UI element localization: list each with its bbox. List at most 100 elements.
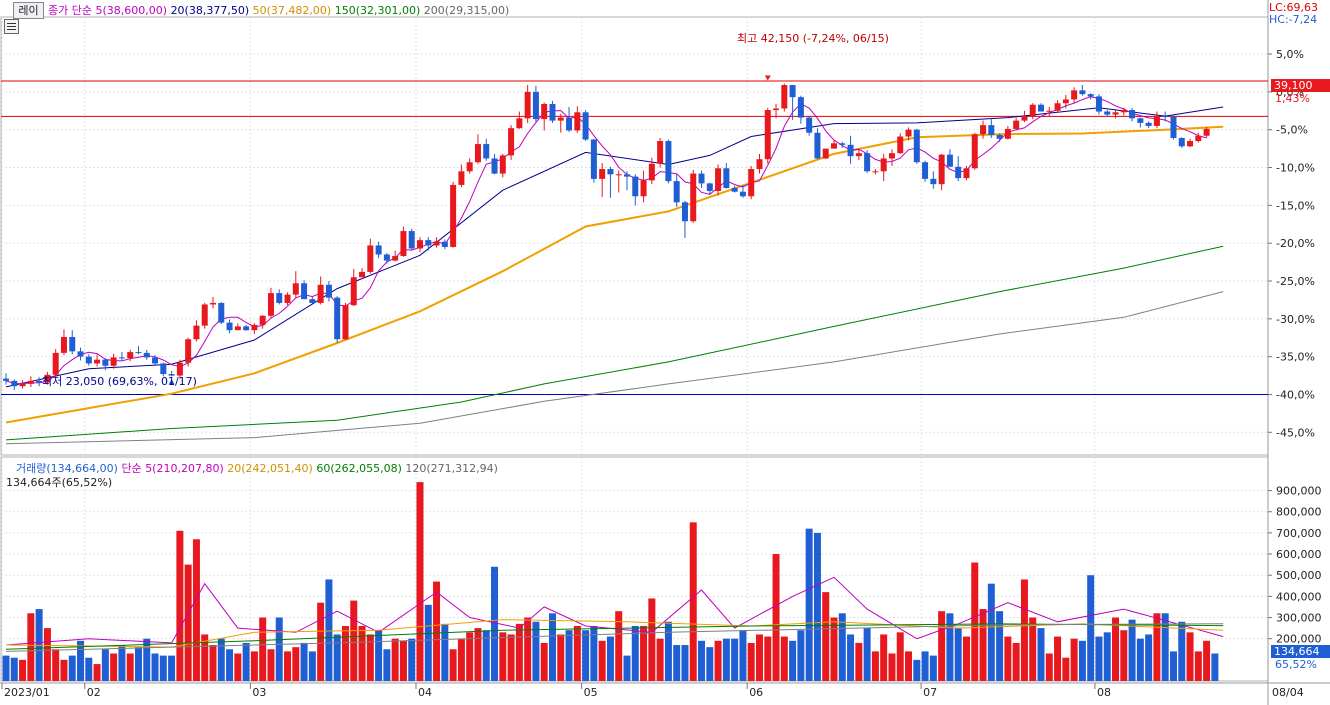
- volume-bar: [317, 602, 325, 681]
- volume-bar: [350, 600, 358, 681]
- date-tick-label: 02: [87, 686, 101, 699]
- volume-bar: [1012, 642, 1020, 681]
- candle-body: [1079, 90, 1086, 95]
- volume-bar: [27, 613, 35, 681]
- candle-body: [375, 245, 382, 255]
- volume-bar: [457, 638, 465, 681]
- volume-bar: [689, 522, 697, 681]
- low-marker-icon: [168, 379, 175, 385]
- candle-body: [1021, 116, 1028, 121]
- date-tick-label: 04: [418, 686, 432, 699]
- volume-bar: [1004, 636, 1012, 681]
- volume-bar: [1062, 657, 1070, 681]
- candle-body: [1038, 104, 1044, 112]
- menu-icon[interactable]: [4, 19, 19, 34]
- volume-bar: [747, 642, 755, 681]
- price-tick-label: -40,0%: [1276, 388, 1315, 401]
- volume-bar: [1145, 634, 1153, 681]
- candle-body: [292, 283, 299, 295]
- volume-bar: [1169, 651, 1177, 681]
- volume-bar: [1087, 575, 1095, 681]
- candle-body: [640, 180, 647, 197]
- volume-bar: [731, 638, 739, 681]
- volume-bar: [143, 638, 151, 681]
- candle-body: [1062, 99, 1069, 104]
- volume-bar: [242, 642, 250, 681]
- candle-body: [706, 183, 713, 191]
- candle-body: [971, 134, 978, 169]
- candle-body: [806, 117, 813, 133]
- price-legend: 종가 단순 5(38,600,00) 20(38,377,50) 50(37,4…: [48, 2, 509, 18]
- date-tick-label: 08: [1097, 686, 1111, 699]
- candle-body: [839, 143, 846, 145]
- volume-ma-120-line: [5, 623, 1224, 652]
- volume-bar: [755, 634, 763, 681]
- volume-bar: [722, 638, 730, 681]
- candle-body: [532, 91, 539, 120]
- volume-bar: [764, 636, 772, 681]
- volume-bar: [292, 647, 300, 681]
- volume-bar: [300, 642, 308, 681]
- legend-vol-ma-label: 단순: [121, 462, 142, 475]
- candle-body: [85, 356, 92, 364]
- price-tick-label: -20,0%: [1276, 237, 1315, 250]
- price-tick-label: -35,0%: [1276, 351, 1315, 364]
- volume-bar: [1186, 632, 1194, 681]
- candle-body: [441, 241, 448, 247]
- candle-body: [897, 136, 904, 154]
- candle-body: [218, 302, 225, 323]
- volume-bar: [358, 625, 366, 681]
- volume-tick-label: 500,000: [1276, 569, 1322, 582]
- candle-body: [201, 304, 208, 326]
- volume-bar: [110, 653, 118, 681]
- legend-volume: 거래량(134,664,00): [16, 462, 118, 475]
- volume-bar: [284, 651, 292, 681]
- volume-bar: [615, 611, 623, 681]
- candle-body: [1203, 128, 1210, 136]
- price-tick-label: -45,0%: [1276, 426, 1315, 439]
- legend-ma150: 150(32,301,00): [334, 4, 421, 17]
- candle-body: [1013, 120, 1020, 129]
- candle-body: [491, 158, 498, 174]
- candle-body: [880, 158, 887, 172]
- volume-bar: [499, 632, 507, 681]
- candle-body: [110, 357, 117, 366]
- candle-body: [698, 173, 705, 184]
- volume-tag-pct: 65,52%: [1275, 658, 1317, 671]
- volume-bar: [408, 638, 416, 681]
- candle-body: [359, 271, 366, 278]
- volume-bar: [1194, 651, 1202, 681]
- volume-bar: [341, 625, 349, 681]
- volume-bar: [838, 613, 846, 681]
- hc-readout: HC:-7,24: [1269, 13, 1318, 26]
- volume-bar: [1161, 613, 1169, 681]
- volume-sub-label: 134,664주(65,52%): [6, 476, 113, 489]
- candle-body: [715, 168, 722, 191]
- volume-bar: [590, 625, 598, 681]
- price-tag-pct: 1,43%: [1275, 92, 1310, 105]
- candle-body: [797, 97, 804, 118]
- candle-body: [764, 110, 771, 160]
- volume-tick-label: 700,000: [1276, 527, 1322, 540]
- tab-button[interactable]: 레이: [13, 2, 44, 19]
- legend-vol-ma20: 20(242,051,40): [227, 462, 313, 475]
- candle-body: [499, 155, 506, 174]
- candle-body: [822, 148, 829, 159]
- volume-bar: [772, 554, 780, 681]
- candle-body: [739, 191, 746, 197]
- volume-bar: [333, 634, 341, 681]
- date-tick-label: 05: [584, 686, 598, 699]
- volume-bar: [77, 640, 85, 681]
- candle-body: [541, 103, 548, 120]
- price-tick-label: -5,0%: [1276, 124, 1308, 137]
- volume-bar: [226, 649, 234, 681]
- candle-body: [284, 294, 291, 303]
- candle-body: [1004, 128, 1011, 139]
- volume-bar: [168, 655, 176, 681]
- volume-bar: [43, 628, 51, 681]
- candle-body: [367, 245, 374, 272]
- candle-body: [814, 132, 821, 159]
- candle-body: [624, 174, 630, 177]
